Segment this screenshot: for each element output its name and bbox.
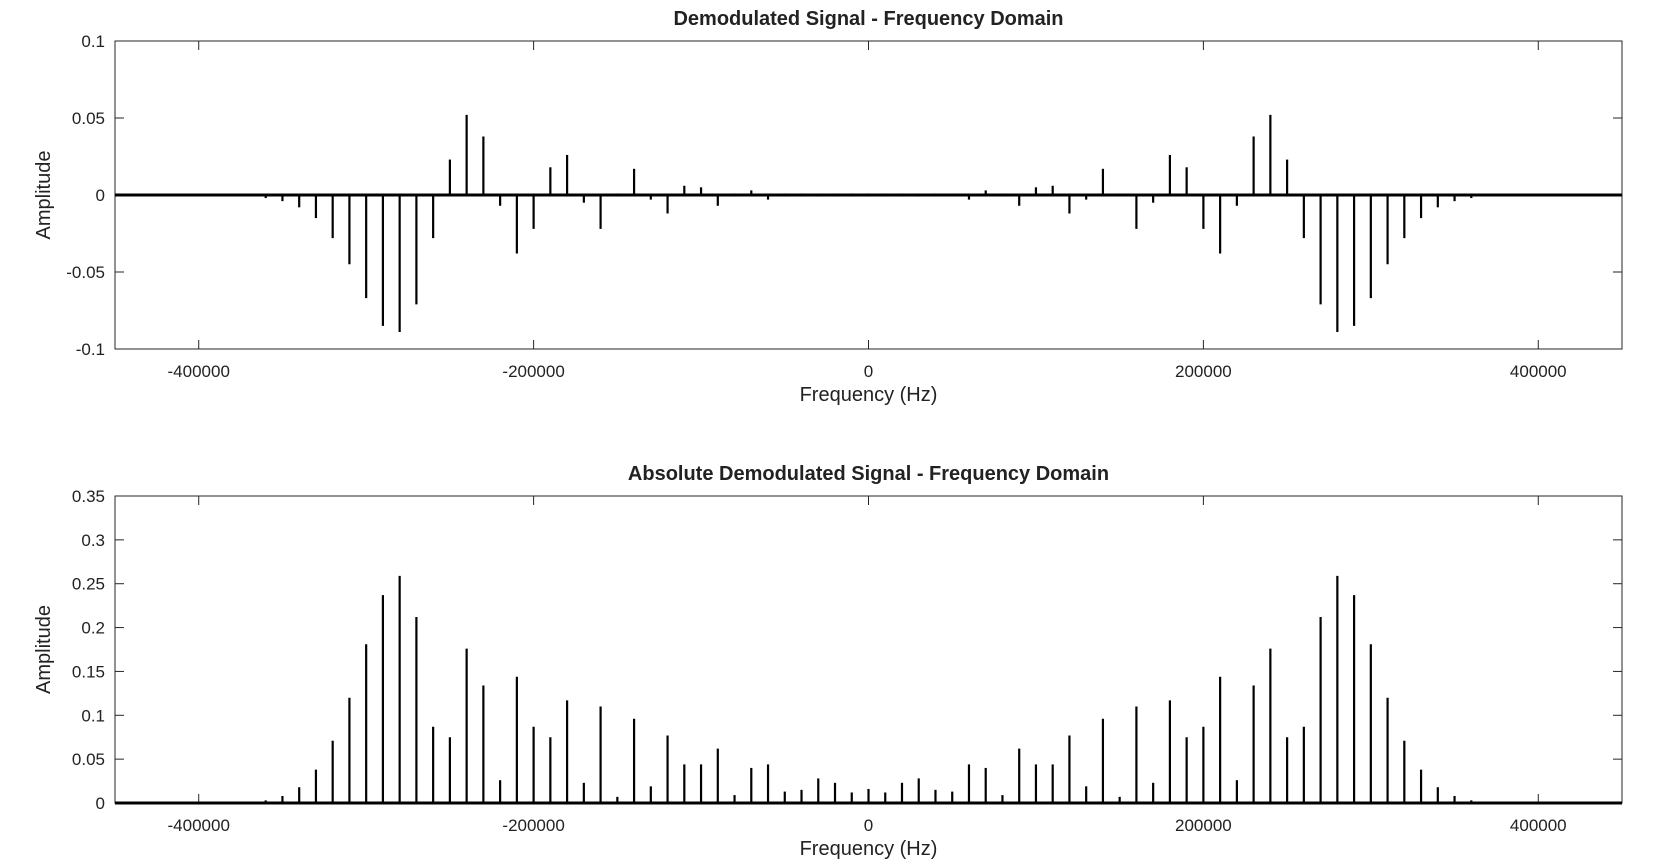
x-tick-label: 0 [864,816,873,835]
x-tick-label: -200000 [502,816,564,835]
x-tick-label: -400000 [168,362,230,381]
x-tick-label: 200000 [1175,816,1232,835]
y-tick-label: -0.1 [76,340,105,359]
y-tick-label: 0.1 [81,32,105,51]
x-axis-label: Frequency (Hz) [800,384,938,406]
y-tick-label: 0.1 [81,706,105,725]
chart-1 [114,40,1623,350]
axes-box [114,495,1623,804]
y-tick-label: 0.05 [72,750,105,769]
y-tick-label: 0.15 [72,662,105,681]
y-tick-label: 0.25 [72,575,105,594]
chart-title: Absolute Demodulated Signal - Frequency … [628,463,1109,485]
x-tick-label: 400000 [1510,362,1567,381]
chart-2 [114,495,1623,805]
y-tick-label: 0.05 [72,109,105,128]
y-axis-label: Amplitude [33,151,55,240]
y-tick-label: -0.05 [66,263,105,282]
y-tick-label: 0.3 [81,531,105,550]
y-tick-label: 0 [96,186,105,205]
x-tick-label: 200000 [1175,362,1232,381]
x-tick-label: 0 [864,362,873,381]
x-tick-label: -200000 [502,362,564,381]
y-tick-label: 0.2 [81,619,105,638]
y-tick-label: 0.35 [72,487,105,506]
y-axis-label: Amplitude [33,605,55,694]
x-axis-label: Frequency (Hz) [800,838,938,859]
y-tick-label: 0 [96,794,105,813]
x-tick-label: -400000 [168,816,230,835]
x-tick-label: 400000 [1510,816,1567,835]
chart-title: Demodulated Signal - Frequency Domain [673,8,1063,30]
